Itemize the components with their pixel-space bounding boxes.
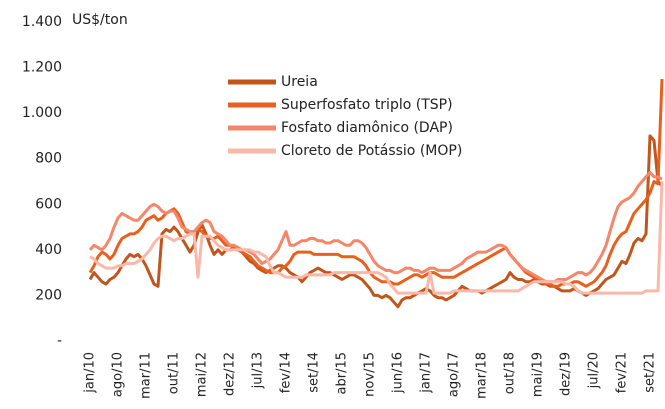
x-tick-label: jun/16 — [391, 352, 406, 394]
x-tick-label: jul/20 — [587, 352, 602, 389]
y-tick-label: 400 — [35, 242, 62, 258]
y-tick-label: 1.200 — [22, 60, 62, 76]
y-tick-label: - — [57, 333, 62, 349]
x-tick-label: mar/11 — [139, 352, 154, 399]
x-tick-label: nov/15 — [363, 352, 378, 397]
y-tick-label: 200 — [35, 287, 62, 303]
legend-label: Fosfato diamônico (DAP) — [281, 120, 453, 136]
x-tick-label: set/14 — [307, 352, 322, 393]
x-tick-label: fev/14 — [279, 352, 294, 393]
x-tick-label: out/18 — [503, 352, 518, 394]
x-tick-label: mai/19 — [531, 352, 546, 397]
series-line — [88, 134, 664, 309]
y-tick-label: 600 — [35, 196, 62, 212]
x-tick-label: set/21 — [643, 352, 658, 393]
legend-label: Superfosfato triplo (TSP) — [281, 97, 453, 113]
x-tick-label: jan/17 — [419, 352, 434, 394]
x-tick-label: abr/15 — [335, 352, 350, 395]
x-tick-label: fev/21 — [615, 352, 630, 393]
x-tick-label: mai/12 — [195, 352, 210, 397]
series-line — [89, 181, 664, 295]
x-tick-label: dez/19 — [559, 352, 574, 396]
x-tick-label: ago/10 — [111, 352, 126, 397]
x-tick-label: dez/12 — [223, 352, 238, 396]
x-tick-label: ago/17 — [447, 352, 462, 397]
series-line — [88, 170, 663, 284]
x-tick-label: jul/13 — [251, 352, 266, 389]
y-tick-label: 1.000 — [22, 105, 62, 121]
legend-label: Ureia — [281, 74, 318, 90]
x-tick-label: jan/10 — [83, 352, 98, 394]
y-tick-label: 1.400 — [22, 14, 62, 30]
unit-label: US$/ton — [72, 12, 128, 28]
x-tick-label: out/11 — [167, 352, 182, 394]
y-tick-label: 800 — [35, 151, 62, 167]
legend-label: Cloreto de Potássio (MOP) — [281, 143, 462, 159]
x-tick-label: mar/18 — [475, 352, 490, 399]
